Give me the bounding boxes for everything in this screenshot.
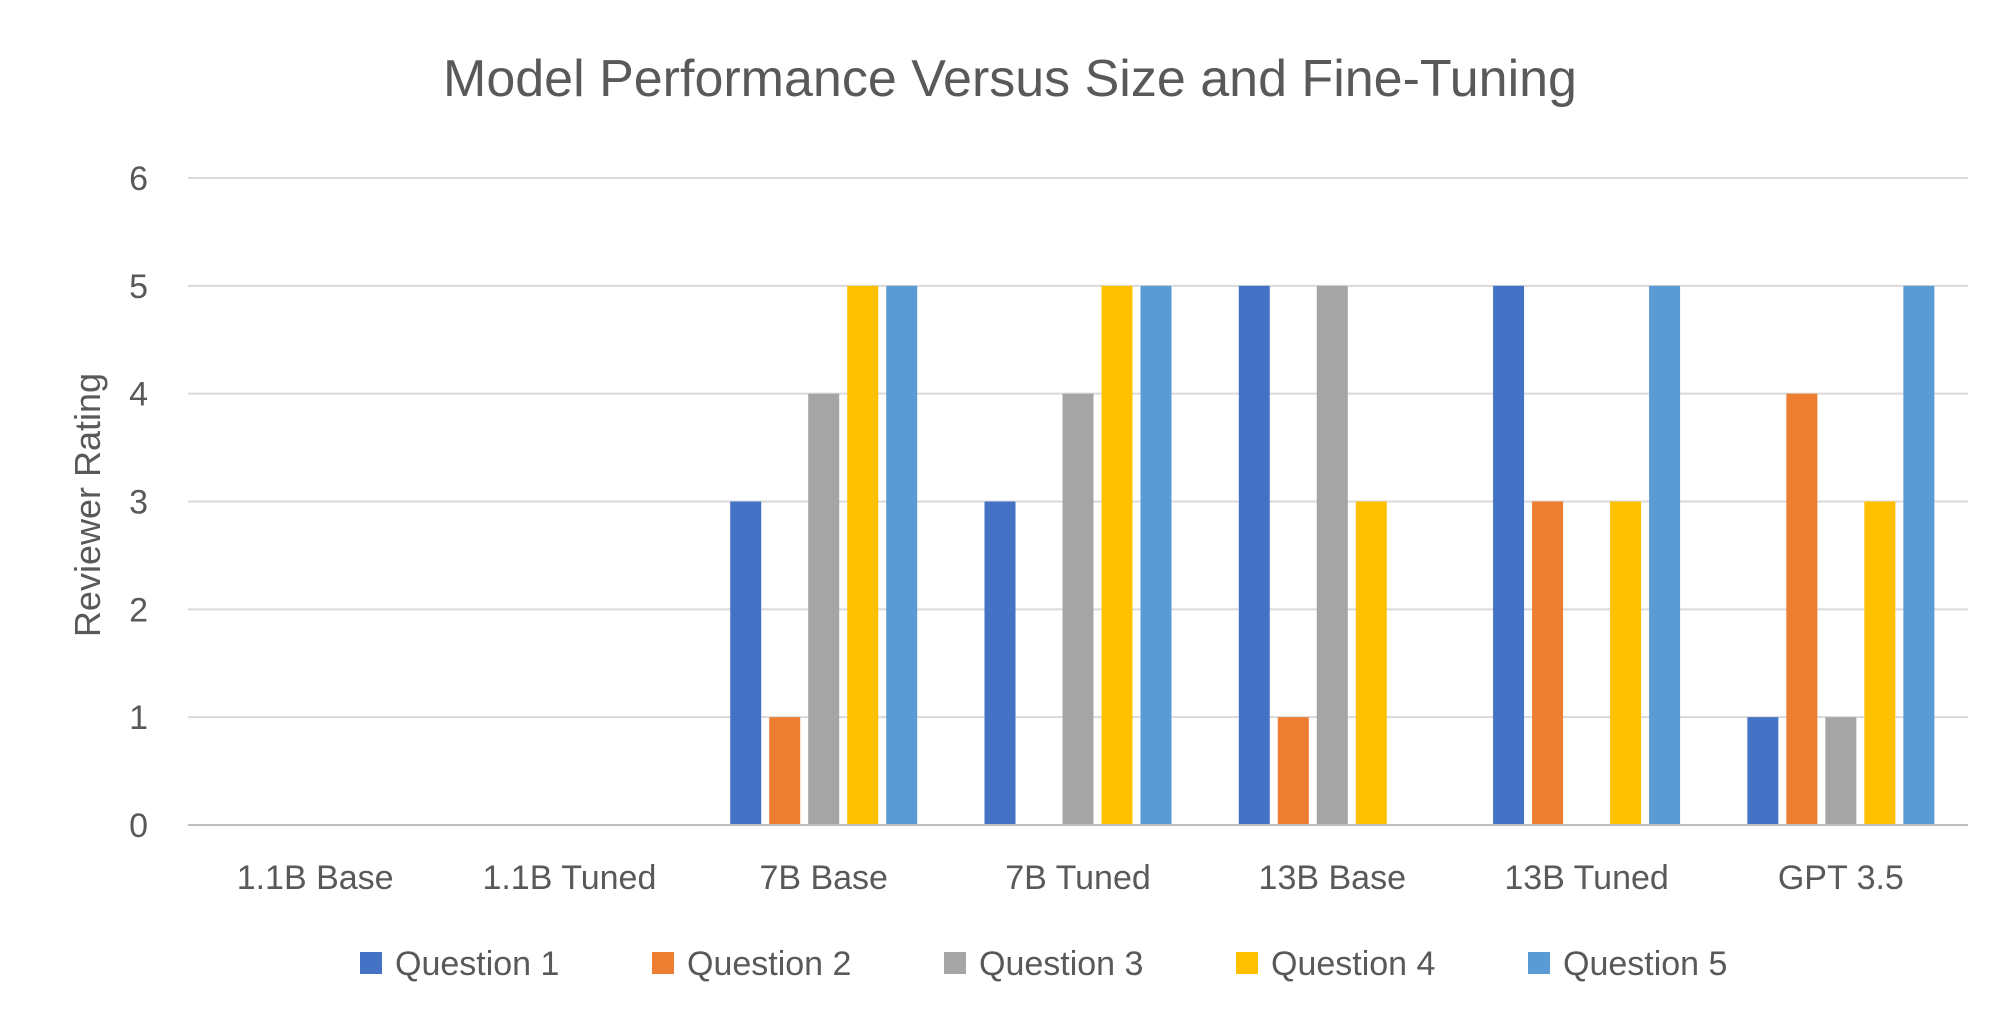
bars xyxy=(730,285,1935,825)
x-category-label: 13B Tuned xyxy=(1504,859,1668,897)
bar xyxy=(1355,501,1387,825)
bar xyxy=(1786,393,1818,825)
y-tick-label: 3 xyxy=(129,484,148,522)
legend: Question 1 Question 2 Question 3 Question 4… xyxy=(360,945,1727,983)
x-category-label: 13B Base xyxy=(1259,859,1406,897)
bar xyxy=(1825,717,1857,825)
y-axis-label: Reviewer Rating xyxy=(67,373,108,637)
x-category-label: 1.1B Base xyxy=(237,859,394,897)
y-tick-label: 4 xyxy=(129,376,148,414)
bar xyxy=(730,501,762,825)
legend-swatch xyxy=(360,952,382,974)
bar xyxy=(847,285,879,825)
bar xyxy=(808,393,840,825)
y-tick-label: 1 xyxy=(129,699,148,737)
category-labels: 1.1B Base 1.1B Tuned 7B Base 7B Tuned 13B Ba… xyxy=(237,859,1904,897)
bar xyxy=(1062,393,1094,825)
bar xyxy=(1864,501,1896,825)
y-tick-label: 0 xyxy=(129,807,148,845)
x-category-label: 1.1B Tuned xyxy=(482,859,656,897)
chart-title: Model Performance Versus Size and Fine-T… xyxy=(443,50,1577,108)
legend-swatch xyxy=(944,952,966,974)
bar xyxy=(769,717,801,825)
bar xyxy=(886,285,918,825)
legend-label: Question 1 xyxy=(395,945,559,983)
y-axis-ticks: 0 1 2 3 4 5 6 xyxy=(129,160,148,845)
bar xyxy=(1903,285,1935,825)
bar xyxy=(1649,285,1681,825)
bar xyxy=(1277,717,1309,825)
legend-label: Question 2 xyxy=(687,945,851,983)
bar xyxy=(1532,501,1564,825)
bar xyxy=(1610,501,1642,825)
y-tick-label: 6 xyxy=(129,160,148,198)
legend-swatch xyxy=(652,952,674,974)
bar xyxy=(1140,285,1172,825)
bar xyxy=(1238,285,1270,825)
y-tick-label: 2 xyxy=(129,591,148,629)
bar xyxy=(1747,717,1779,825)
x-category-label: 7B Base xyxy=(759,859,888,897)
legend-label: Question 5 xyxy=(1563,945,1727,983)
legend-swatch xyxy=(1236,952,1258,974)
y-tick-label: 5 xyxy=(129,268,148,306)
bar xyxy=(1101,285,1133,825)
bar xyxy=(984,501,1016,825)
x-category-label: GPT 3.5 xyxy=(1778,859,1904,897)
x-category-label: 7B Tuned xyxy=(1005,859,1151,897)
legend-label: Question 4 xyxy=(1271,945,1435,983)
legend-swatch xyxy=(1528,952,1550,974)
bar xyxy=(1493,285,1525,825)
legend-label: Question 3 xyxy=(979,945,1143,983)
bar xyxy=(1316,285,1348,825)
